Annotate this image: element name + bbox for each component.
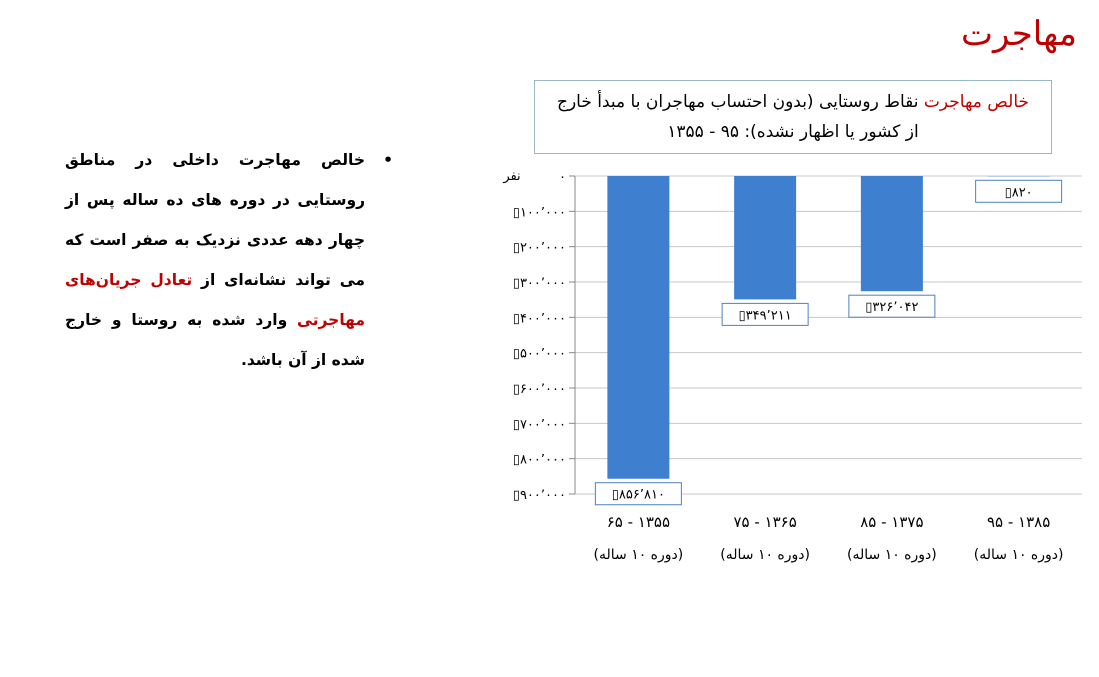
x-tick-sublabel: (دوره ۱۰ ساله) [720, 547, 810, 563]
x-tick-sublabel: (دوره ۱۰ ساله) [974, 547, 1064, 563]
bar [734, 176, 797, 300]
y-tick-label: ▯۶۰۰٬۰۰۰ [513, 382, 566, 397]
bar [607, 176, 670, 479]
data-label: ▯۳۲۶٬۰۴۲ [865, 300, 918, 315]
y-tick-label: ▯۲۰۰٬۰۰۰ [513, 241, 566, 256]
data-label-box [975, 179, 1063, 203]
chart-title-line2: از کشور یا اظهار نشده): ۹۵ - ۱۳۵۵ [667, 122, 919, 142]
chart-title-line1: نقاط روستایی (بدون احتساب مهاجران با مبد… [556, 92, 924, 112]
x-tick-label: ۹۵ - ۱۳۸۵ [987, 513, 1050, 531]
y-tick-label: ▯۵۰۰٬۰۰۰ [513, 347, 566, 362]
chart-title: خالص مهاجرت نقاط روستایی (بدون احتساب مه… [534, 80, 1052, 154]
chart-title-highlight: خالص مهاجرت [923, 92, 1030, 112]
y-tick-label: ▯۹۰۰٬۰۰۰ [513, 488, 566, 503]
data-label: ▯۸۵۶٬۸۱۰ [612, 488, 665, 503]
bullet-dot-icon: • [383, 151, 393, 169]
bullet-paragraph: • خالص مهاجرت داخلی در مناطق روستایی در … [65, 140, 393, 380]
x-tick-sublabel: (دوره ۱۰ ساله) [594, 547, 684, 563]
x-tick-label: ۷۵ - ۱۳۶۵ [733, 513, 796, 531]
slide-title: مهاجرت [960, 14, 1077, 54]
bullet-text-part2: وارد شده به روستا و خارج شده از آن باشد. [65, 311, 365, 369]
y-tick-label: ▯۸۰۰٬۰۰۰ [513, 453, 566, 468]
data-label-box [594, 482, 682, 506]
x-tick-sublabel: (دوره ۱۰ ساله) [847, 547, 937, 563]
y-tick-label: ▯۴۰۰٬۰۰۰ [513, 311, 566, 326]
y-tick-label: ▯۷۰۰٬۰۰۰ [513, 417, 566, 432]
data-label-box [848, 294, 936, 318]
data-label: ▯۳۴۹٬۲۱۱ [739, 308, 792, 323]
y-axis-label: نفر [502, 169, 520, 184]
x-tick-label: ۶۵ - ۱۳۵۵ [607, 513, 670, 531]
y-tick-label: ▯۱۰۰٬۰۰۰ [513, 205, 566, 220]
bullet-text-part1: خالص مهاجرت داخلی در مناطق روستایی در دو… [65, 151, 365, 289]
bar [860, 176, 923, 292]
y-tick-label: ۰ [559, 170, 566, 185]
y-tick-label: ▯۳۰۰٬۰۰۰ [513, 276, 566, 291]
data-label: ▯۸۲۰ [1005, 185, 1033, 200]
data-label-box [721, 302, 809, 326]
bullet-text-highlight: تعادل جریان‌های مهاجرتی [65, 271, 365, 329]
x-tick-label: ۸۵ - ۱۳۷۵ [860, 513, 923, 531]
